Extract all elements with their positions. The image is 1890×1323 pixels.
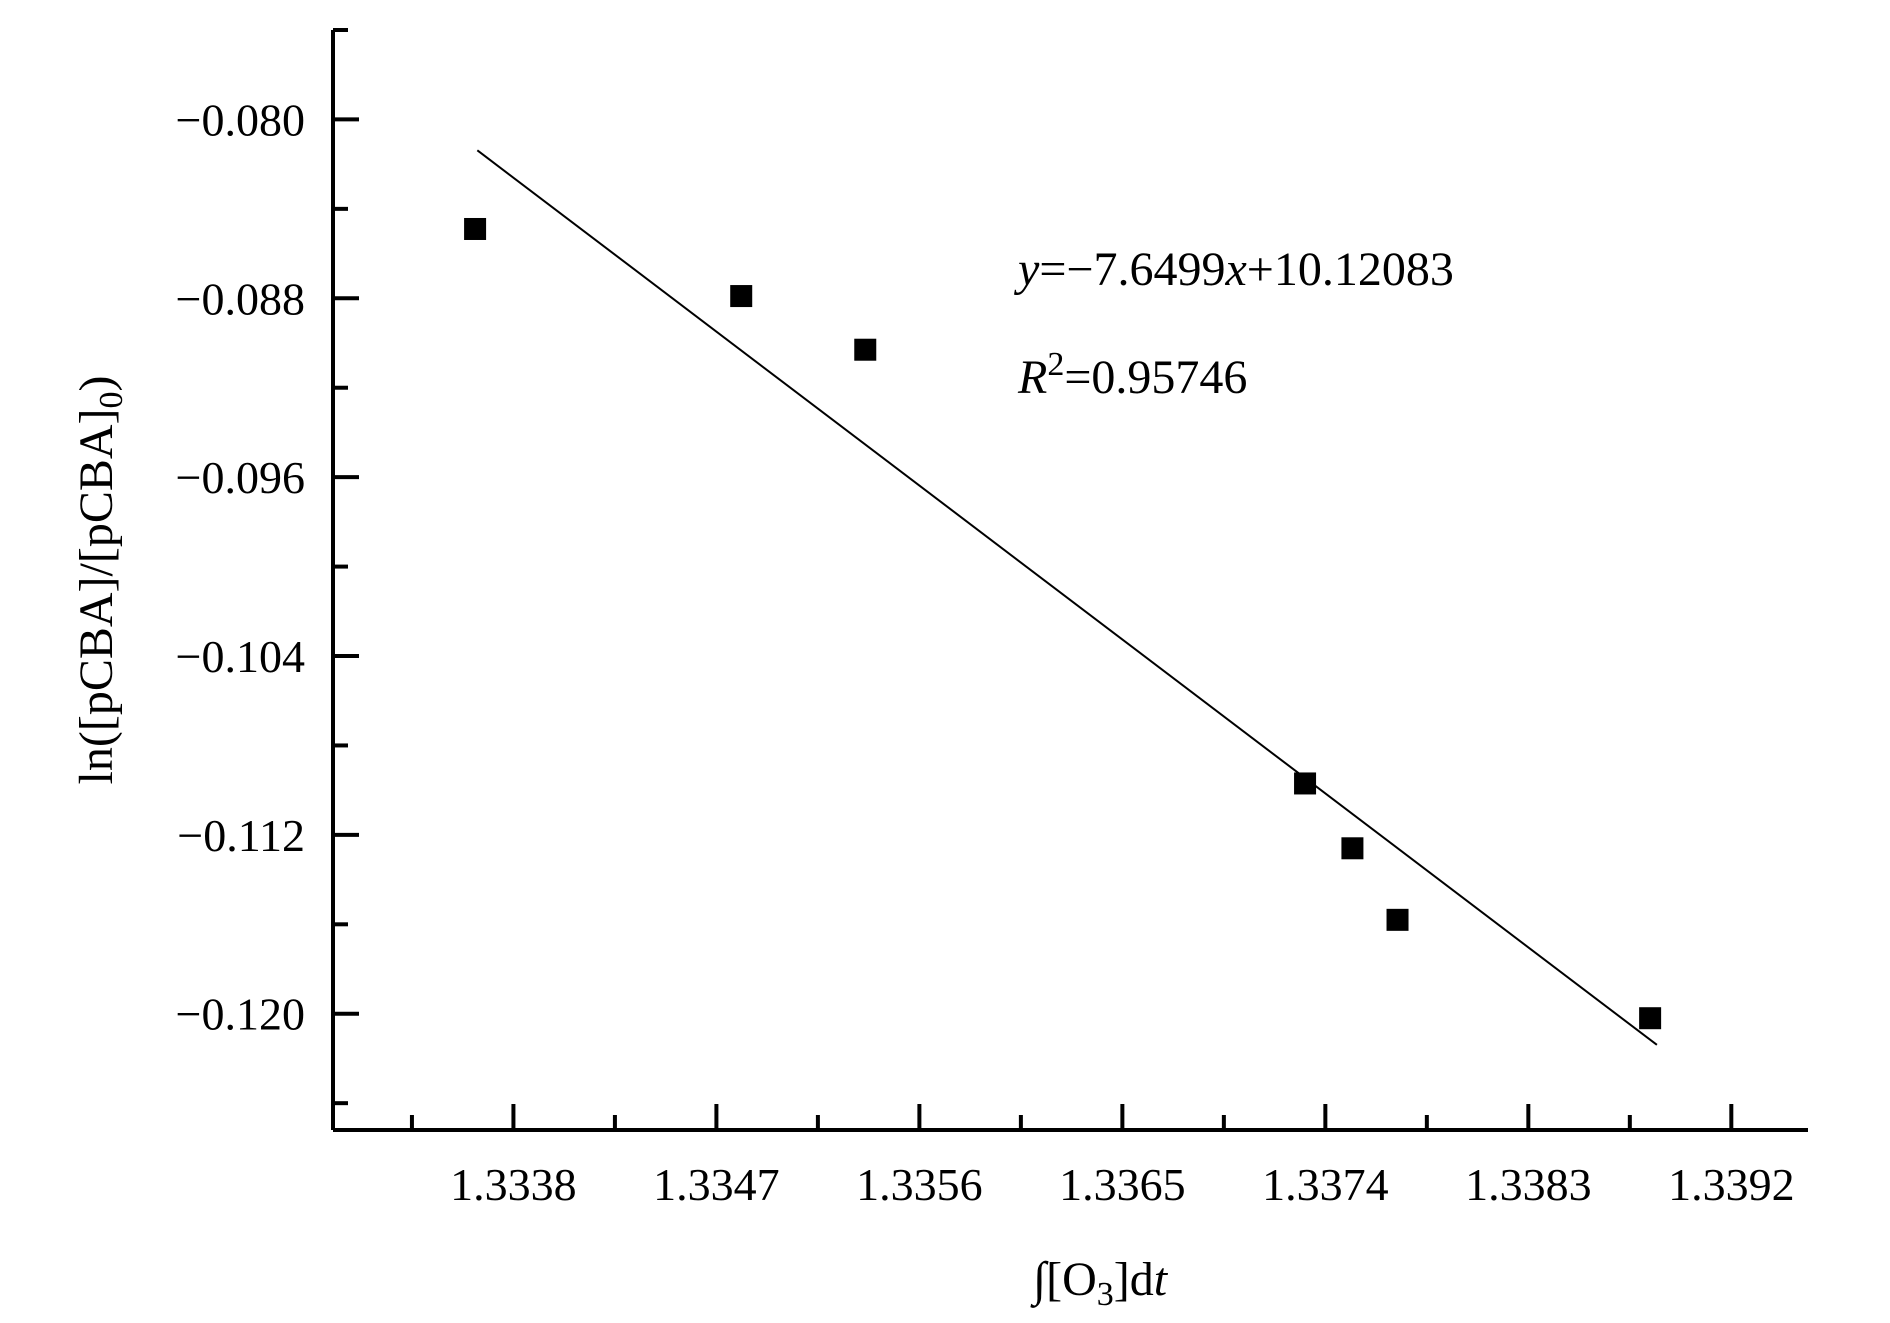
data-point <box>854 338 877 361</box>
y-tick-label: −0.104 <box>176 631 305 682</box>
data-points <box>464 217 1662 1030</box>
y-axis-title: ln([pCBA]/[pCBA]0) <box>70 376 130 785</box>
y-tick-label: −0.096 <box>176 452 305 503</box>
x-tick-label: 1.3338 <box>450 1159 577 1210</box>
y-tick-label: −0.080 <box>176 94 305 145</box>
data-point <box>464 217 487 240</box>
r-squared-annotation: R2=0.95746 <box>1017 346 1247 404</box>
x-axis-title: ∫[O3]dt <box>1030 1253 1169 1313</box>
data-point <box>730 285 753 308</box>
y-tick-label: −0.088 <box>176 273 305 324</box>
x-tick-label: 1.3374 <box>1262 1159 1389 1210</box>
data-point <box>1639 1007 1662 1030</box>
x-tick-label: 1.3383 <box>1465 1159 1592 1210</box>
x-tick-label: 1.3392 <box>1668 1159 1795 1210</box>
x-tick-label: 1.3365 <box>1059 1159 1186 1210</box>
data-point <box>1386 908 1409 931</box>
fit-line <box>476 149 1658 1046</box>
x-tick-label: 1.3356 <box>856 1159 983 1210</box>
ticks: 1.3338 1.3347 1.3356 1.3365 1.3374 1.3383 1.33… <box>176 28 1795 1210</box>
axes <box>331 30 1808 1132</box>
data-point <box>1341 837 1364 860</box>
y-tick-label: −0.120 <box>176 989 305 1040</box>
y-tick-label: −0.112 <box>177 810 305 861</box>
data-point <box>1294 772 1317 795</box>
equation-annotation: y=−7.6499x+10.12083 <box>1013 243 1454 296</box>
x-tick-label: 1.3347 <box>653 1159 780 1210</box>
fit-line-group <box>476 149 1658 1046</box>
